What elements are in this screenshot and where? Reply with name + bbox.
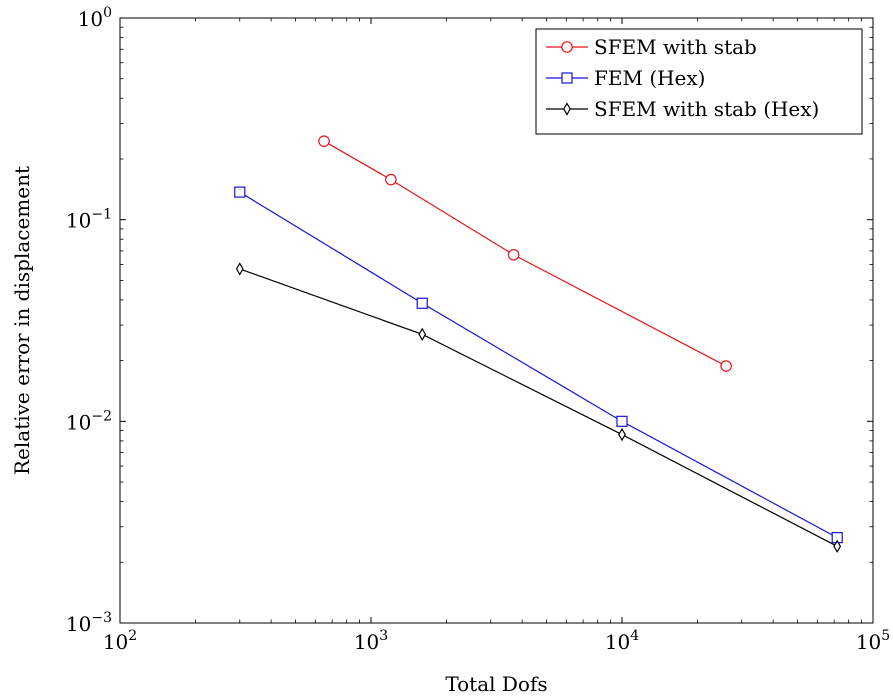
data-point-diamond [833, 539, 842, 554]
data-point-square [234, 186, 246, 198]
x-tick-label: 102 [103, 628, 137, 654]
legend-label: SFEM with stab [594, 35, 757, 59]
data-point-circle [385, 173, 397, 186]
data-point-square [416, 297, 428, 309]
legend-entry: FEM (Hex) [546, 66, 705, 90]
legend-entry: SFEM with stab [546, 35, 757, 59]
data-point-circle [507, 248, 520, 261]
legend-box [535, 28, 863, 135]
legend-marker [561, 72, 573, 84]
data-point-diamond [418, 327, 427, 342]
legend-label: SFEM with stab (Hex) [594, 97, 819, 121]
data-point-circle [720, 360, 732, 372]
x-axis-title: Total Dofs [445, 672, 547, 696]
data-point-diamond [618, 427, 626, 442]
x-tick-label: 105 [856, 628, 890, 654]
y-tick-label: 10−1 [66, 207, 112, 233]
legend-label: FEM (Hex) [594, 66, 705, 90]
x-tick-label: 103 [354, 628, 388, 654]
series-line [239, 268, 838, 547]
y-tick-label: 100 [78, 5, 112, 31]
data-point-square [616, 415, 628, 427]
legend: SFEM with stab FEM (Hex) SFEM with stab (H… [535, 28, 863, 135]
x-tick-label: 104 [605, 628, 639, 654]
series-square [234, 186, 843, 544]
series-line [239, 191, 838, 539]
data-point-diamond [235, 262, 244, 276]
y-tick-label: 10−2 [66, 408, 112, 434]
series-circle [318, 135, 732, 372]
series-diamond [235, 262, 842, 554]
legend-entry: SFEM with stab (Hex) [546, 97, 819, 121]
data-point-circle [318, 135, 330, 147]
legend-marker [561, 41, 573, 53]
series-line [323, 140, 727, 367]
legend-marker [563, 102, 571, 116]
tick-layer: 102 103 104 105 10−3 10−2 10−1 100 [66, 5, 890, 654]
y-axis-title: Relative error in displacement [10, 166, 34, 475]
plot-frame [119, 17, 874, 624]
series-layer [234, 135, 843, 554]
y-tick-label: 10−3 [66, 610, 112, 636]
